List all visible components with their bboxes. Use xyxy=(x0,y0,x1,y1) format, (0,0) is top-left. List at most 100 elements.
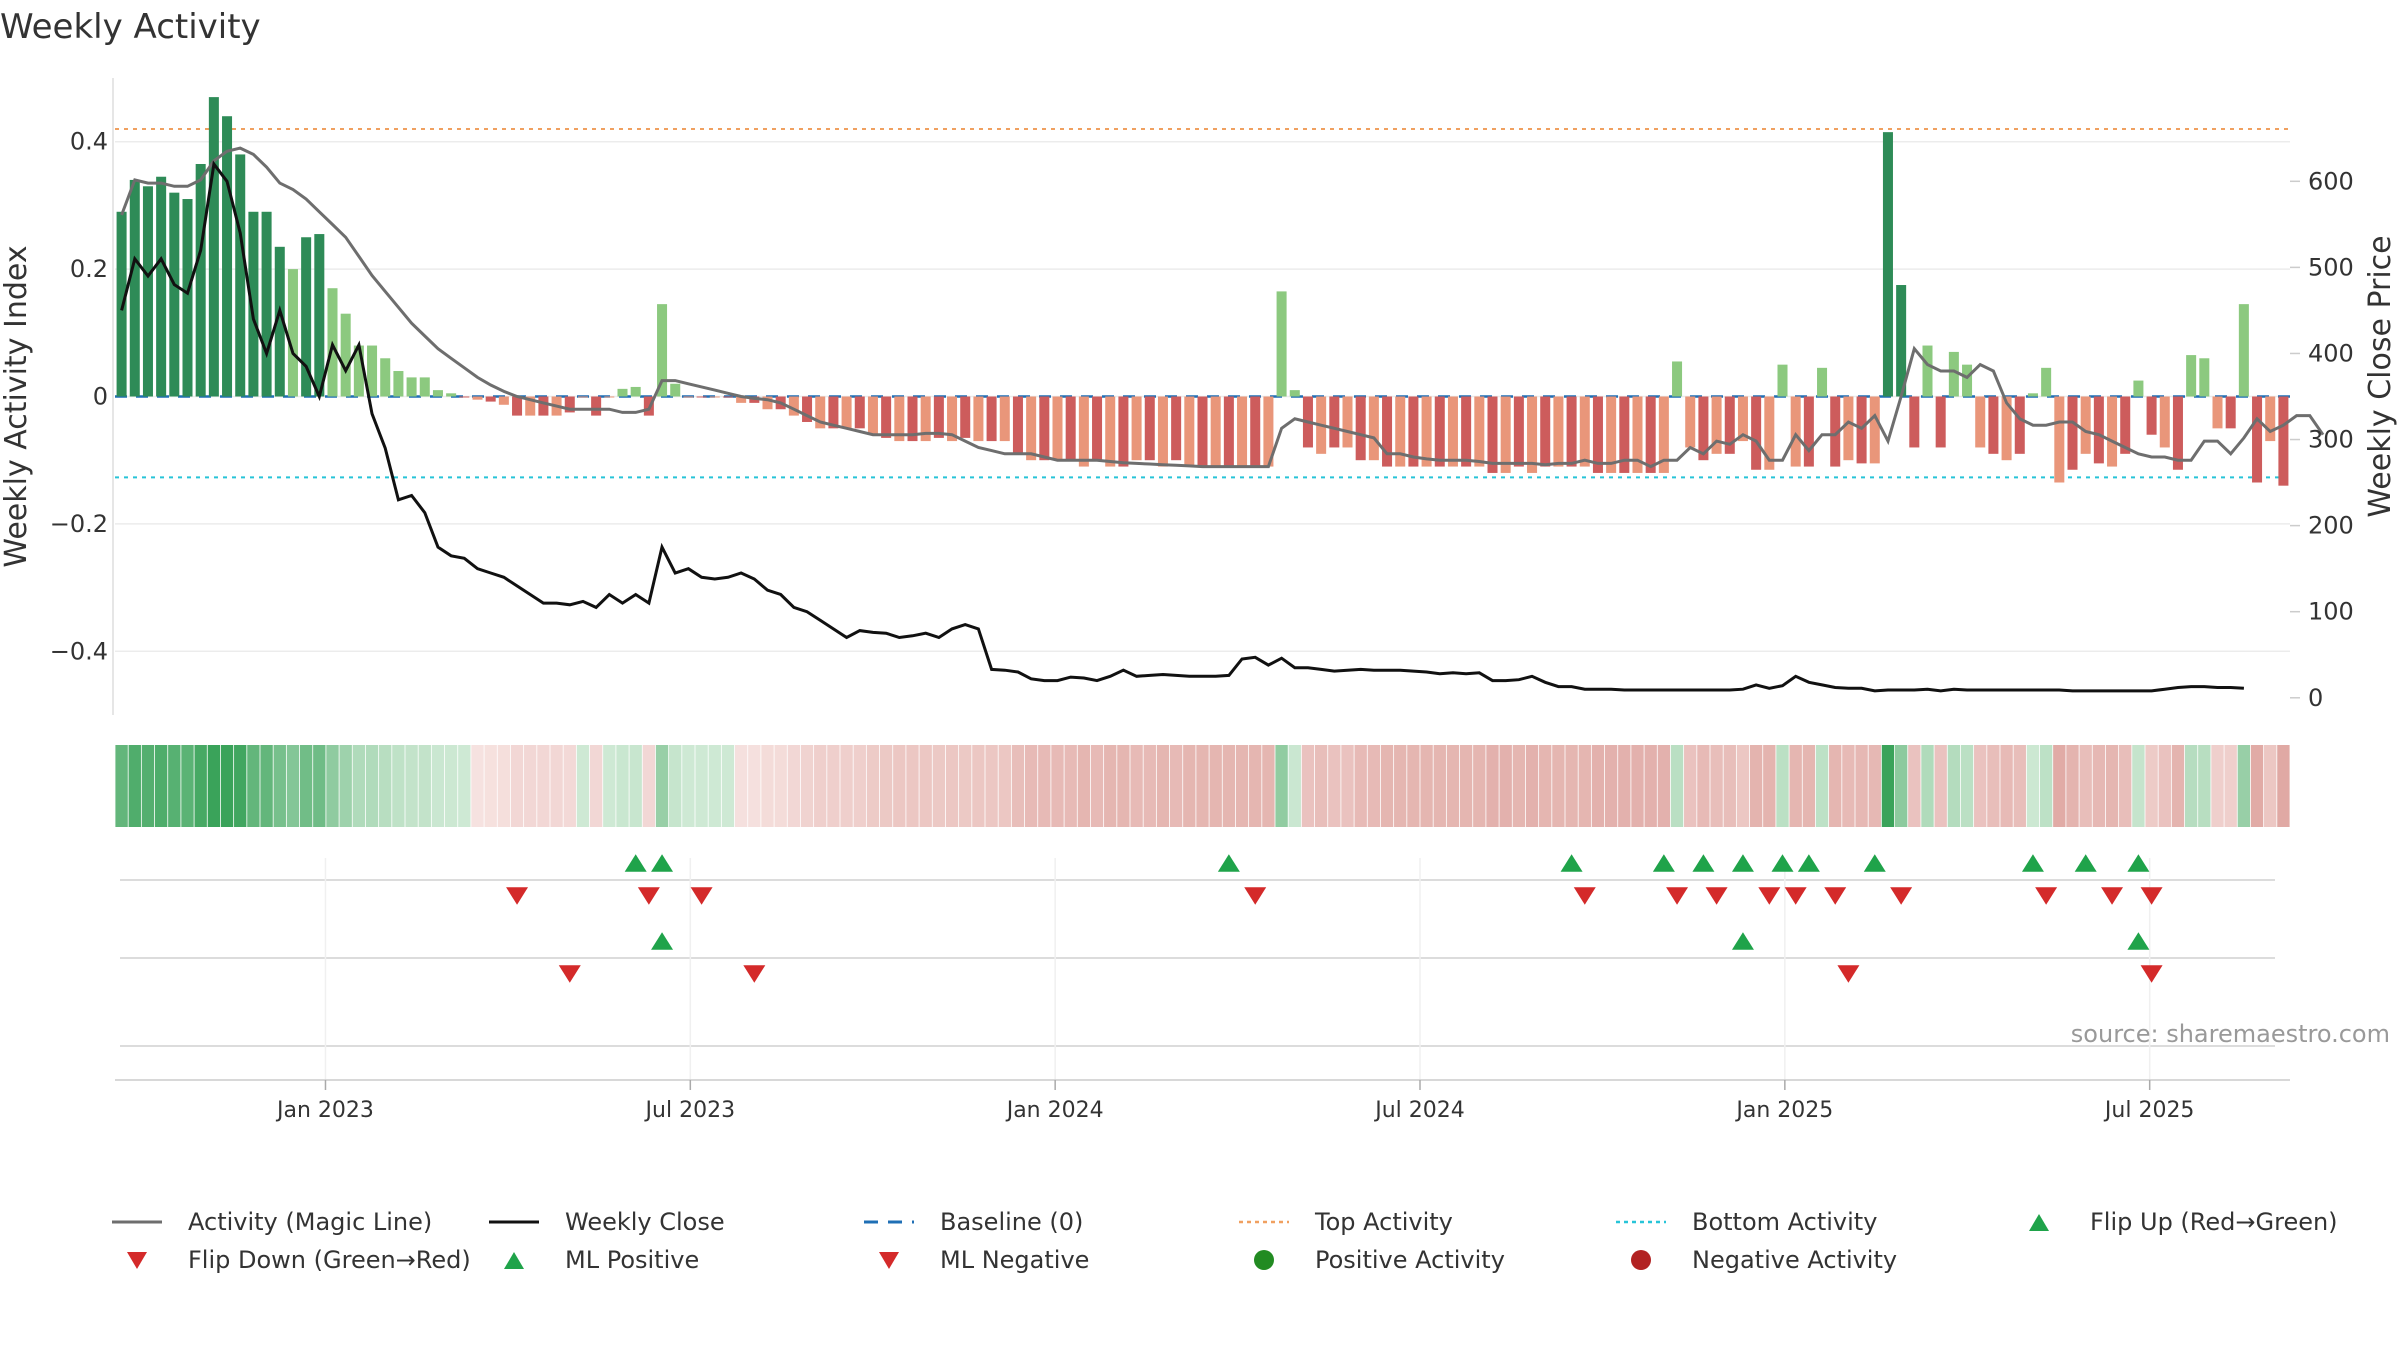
legend-swatch xyxy=(504,1252,524,1269)
activity-bar xyxy=(1672,361,1683,397)
source-note: source: sharemaestro.com xyxy=(2071,1020,2390,1048)
activity-bar xyxy=(1513,396,1524,467)
activity-bar xyxy=(353,345,364,397)
y-right-tick-label: 300 xyxy=(2308,426,2354,454)
activity-bar xyxy=(169,192,180,397)
activity-bar xyxy=(512,396,523,416)
heat-cell xyxy=(115,745,128,827)
heat-cell xyxy=(879,745,893,827)
heat-cell xyxy=(1222,745,1236,827)
flip-up-marker xyxy=(651,854,674,872)
flip-up-marker xyxy=(2021,854,2044,872)
activity-bar xyxy=(248,211,259,397)
heat-cell xyxy=(682,745,695,827)
activity-bar xyxy=(867,396,878,435)
heat-cell xyxy=(655,745,669,827)
flip-up-marker xyxy=(1692,854,1715,872)
heat-cell xyxy=(220,745,234,827)
activity-bar xyxy=(459,396,470,398)
heat-cell xyxy=(181,745,194,827)
y-left-tick-label: 0.4 xyxy=(70,128,108,156)
heat-cell xyxy=(1710,745,1723,827)
y-left-axis-title: Weekly Activity Index xyxy=(0,245,34,567)
activity-bar xyxy=(1830,396,1841,467)
activity-bar xyxy=(617,388,628,397)
activity-bar xyxy=(1368,396,1379,461)
x-tick-label: Jul 2025 xyxy=(2103,1098,2195,1123)
flip-down-marker xyxy=(1666,887,1689,905)
heat-cell xyxy=(1552,745,1565,827)
heat-cell xyxy=(379,745,392,827)
heat-cell xyxy=(1512,745,1526,827)
heat-cell xyxy=(2105,745,2119,827)
activity-bar xyxy=(1658,396,1669,473)
heat-cell xyxy=(1104,745,1117,827)
heat-cell xyxy=(1209,745,1222,827)
heat-cell xyxy=(2039,745,2053,827)
heat-cell xyxy=(1908,745,1921,827)
activity-bar xyxy=(1131,396,1142,461)
heat-cell xyxy=(1987,745,2000,827)
flip-down-marker xyxy=(1705,887,1728,905)
activity-bar xyxy=(1395,396,1406,467)
heat-cell xyxy=(708,745,721,827)
heat-cell xyxy=(695,745,708,827)
legend-label: Flip Down (Green→Red) xyxy=(188,1246,471,1274)
activity-bar xyxy=(1698,396,1709,461)
x-tick-label: Jan 2023 xyxy=(275,1098,374,1123)
heat-cell xyxy=(194,745,207,827)
activity-bar xyxy=(2212,396,2223,429)
heat-cell xyxy=(207,745,221,827)
heat-cell xyxy=(1275,745,1288,827)
heat-cell xyxy=(444,745,458,827)
heat-cell xyxy=(2119,745,2132,827)
heat-cell xyxy=(2264,745,2277,827)
activity-bar xyxy=(1882,132,1893,397)
heat-cell xyxy=(339,745,352,827)
flip-down-marker xyxy=(1824,887,1847,905)
activity-bar xyxy=(538,396,549,416)
heat-cell xyxy=(761,745,774,827)
heat-cell xyxy=(2158,745,2171,827)
heat-cell xyxy=(734,745,748,827)
activity-bar xyxy=(1540,396,1551,467)
ml-negative-marker xyxy=(558,965,581,983)
activity-bar xyxy=(762,396,773,410)
heat-cell xyxy=(1604,745,1618,827)
flip-down-marker xyxy=(506,887,529,905)
activity-bar xyxy=(2252,396,2263,483)
heat-cell xyxy=(800,745,814,827)
heat-cell xyxy=(576,745,590,827)
heat-cell xyxy=(1815,745,1829,827)
heat-cell xyxy=(893,745,906,827)
activity-bar xyxy=(1065,396,1076,461)
activity-bar xyxy=(314,234,325,397)
flip-up-marker xyxy=(2127,854,2150,872)
activity-bar xyxy=(1092,396,1103,461)
x-axis: Jan 2023 Jul 2023 Jan 2024 Jul 2024 Jan 2025… xyxy=(115,1079,2290,1123)
heat-cell xyxy=(1090,745,1104,827)
activity-bar xyxy=(630,386,641,397)
weekly-close-series xyxy=(120,160,2244,693)
heat-cell xyxy=(1894,745,1908,827)
heat-cell xyxy=(2184,745,2198,827)
activity-bar xyxy=(1790,396,1801,467)
heat-cell xyxy=(721,745,735,827)
activity-bar xyxy=(287,269,298,397)
activity-bar xyxy=(1250,396,1261,467)
heat-cell xyxy=(1974,745,1987,827)
activity-bar xyxy=(1566,396,1577,467)
activity-bar xyxy=(1157,396,1168,467)
flip-up-marker xyxy=(1217,854,1240,872)
heat-cell xyxy=(471,745,484,827)
heat-cell xyxy=(616,745,629,827)
heat-cell xyxy=(1183,745,1196,827)
activity-bar xyxy=(472,396,483,400)
heat-cell xyxy=(2000,745,2013,827)
heat-cell xyxy=(1855,745,1868,827)
y-right-axis-title: Weekly Close Price xyxy=(2363,235,2398,517)
heat-cell xyxy=(642,745,656,827)
heat-cell xyxy=(537,745,550,827)
activity-bar xyxy=(986,396,997,442)
